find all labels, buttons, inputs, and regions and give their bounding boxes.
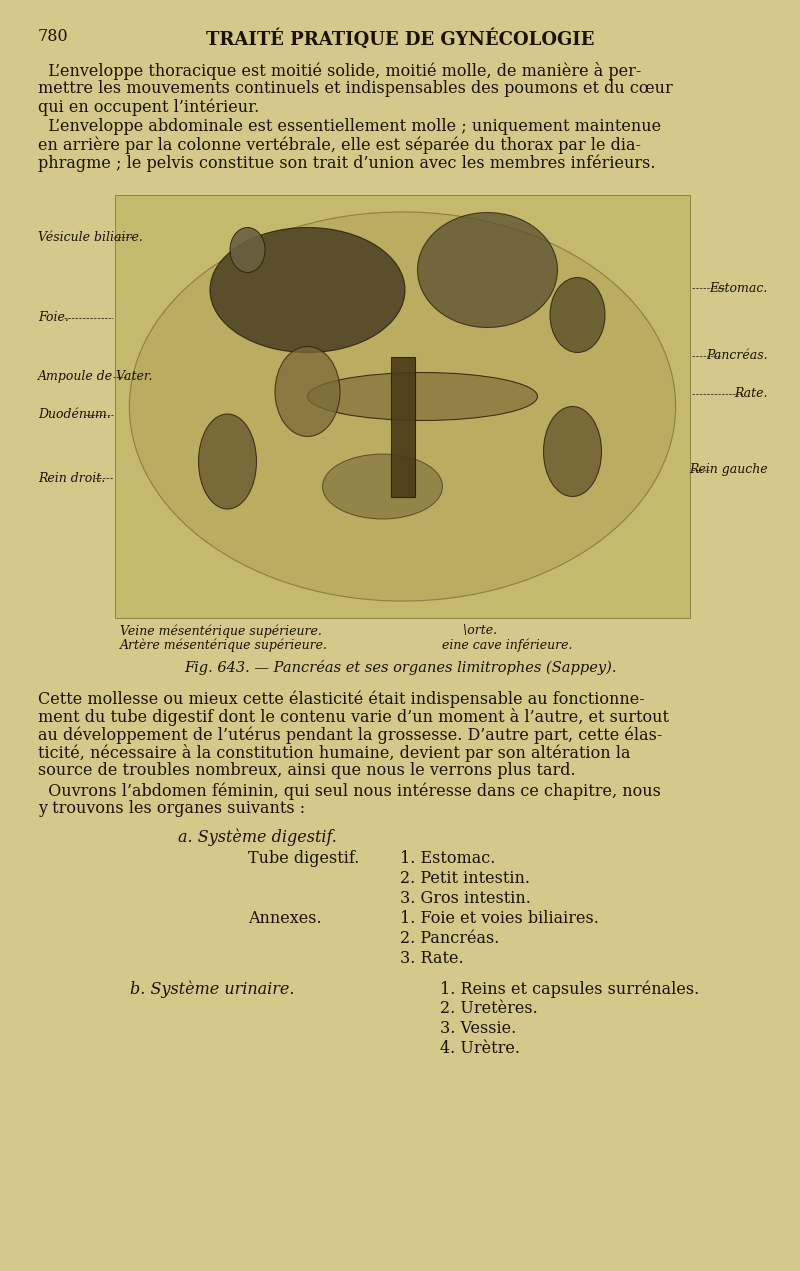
Text: Artère mésentérique supérieure.: Artère mésentérique supérieure. [120, 638, 328, 652]
Ellipse shape [322, 454, 442, 519]
Bar [390, 356, 414, 497]
Text: b. Système urinaire.: b. Système urinaire. [130, 980, 294, 998]
Text: Veine mésentérique supérieure.: Veine mésentérique supérieure. [120, 624, 322, 638]
Text: 3. Vessie.: 3. Vessie. [440, 1021, 516, 1037]
Text: TRAITÉ PRATIQUE DE GYNÉCOLOGIE: TRAITÉ PRATIQUE DE GYNÉCOLOGIE [206, 28, 594, 48]
Text: L’enveloppe thoracique est moitié solide, moitié molle, de manière à per-: L’enveloppe thoracique est moitié solide… [38, 62, 642, 80]
Text: Fig. 643. — Pancréas et ses organes limitrophes (Sappey).: Fig. 643. — Pancréas et ses organes limi… [184, 660, 616, 675]
Ellipse shape [230, 228, 265, 272]
Text: L’enveloppe abdominale est essentiellement molle ; uniquement maintenue: L’enveloppe abdominale est essentielleme… [38, 118, 661, 135]
Text: Duodénum.: Duodénum. [38, 408, 110, 422]
Text: Pancréas.: Pancréas. [706, 350, 768, 362]
Text: \orte.: \orte. [462, 624, 497, 637]
Text: 3. Gros intestin.: 3. Gros intestin. [400, 890, 531, 907]
Ellipse shape [275, 347, 340, 436]
Text: source de troubles nombreux, ainsi que nous le verrons plus tard.: source de troubles nombreux, ainsi que n… [38, 763, 576, 779]
Text: Vésicule biliaire.: Vésicule biliaire. [38, 231, 143, 244]
Text: ticité, nécessaire à la constitution humaine, devient par son altération la: ticité, nécessaire à la constitution hum… [38, 744, 630, 763]
Text: mettre les mouvements continuels et indispensables des poumons et du cœur: mettre les mouvements continuels et indi… [38, 80, 673, 97]
Text: phragme ; le pelvis constitue son trait d’union avec les membres inférieurs.: phragme ; le pelvis constitue son trait … [38, 154, 655, 172]
Text: 4. Urètre.: 4. Urètre. [440, 1040, 520, 1057]
Text: 1. Estomac.: 1. Estomac. [400, 850, 495, 867]
Text: en arrière par la colonne vertébrale, elle est séparée du thorax par le dia-: en arrière par la colonne vertébrale, el… [38, 136, 641, 154]
Text: Ampoule de Vater.: Ampoule de Vater. [38, 370, 154, 384]
Text: 2. Petit intestin.: 2. Petit intestin. [400, 871, 530, 887]
Text: 1. Reins et capsules surrénales.: 1. Reins et capsules surrénales. [440, 980, 699, 998]
Text: 780: 780 [38, 28, 69, 44]
Text: Foie.: Foie. [38, 311, 69, 324]
Text: Estomac.: Estomac. [710, 282, 768, 295]
Ellipse shape [307, 372, 538, 421]
Ellipse shape [550, 277, 605, 352]
Text: ment du tube digestif dont le contenu varie d’un moment à l’autre, et surtout: ment du tube digestif dont le contenu va… [38, 708, 669, 726]
Text: 1. Foie et voies biliaires.: 1. Foie et voies biliaires. [400, 910, 599, 927]
Text: Rate.: Rate. [734, 388, 768, 400]
Text: Cette mollesse ou mieux cette élasticité était indispensable au fonctionne-: Cette mollesse ou mieux cette élasticité… [38, 690, 645, 708]
Text: Tube digestif.: Tube digestif. [248, 850, 359, 867]
Text: Ouvrons l’abdomen féminin, qui seul nous intéresse dans ce chapitre, nous: Ouvrons l’abdomen féminin, qui seul nous… [38, 782, 661, 799]
Text: au développement de l’utérus pendant la grossesse. D’autre part, cette élas-: au développement de l’utérus pendant la … [38, 726, 662, 744]
Text: qui en occupent l’intérieur.: qui en occupent l’intérieur. [38, 98, 259, 116]
Text: eine cave inférieure.: eine cave inférieure. [442, 638, 573, 652]
Text: y trouvons les organes suivants :: y trouvons les organes suivants : [38, 799, 305, 817]
Bar [115, 194, 690, 618]
Text: 2. Uretères.: 2. Uretères. [440, 1000, 538, 1017]
Ellipse shape [210, 228, 405, 352]
Ellipse shape [543, 407, 602, 497]
Text: Annexes.: Annexes. [248, 910, 322, 927]
Text: 2. Pancréas.: 2. Pancréas. [400, 930, 499, 947]
Ellipse shape [130, 212, 676, 601]
Text: 3. Rate.: 3. Rate. [400, 949, 464, 967]
Ellipse shape [418, 212, 558, 328]
Ellipse shape [198, 414, 257, 508]
Text: Rein gauche: Rein gauche [690, 464, 768, 477]
Text: a. Système digestif.: a. Système digestif. [178, 827, 337, 845]
Text: Rein droit.: Rein droit. [38, 472, 106, 486]
